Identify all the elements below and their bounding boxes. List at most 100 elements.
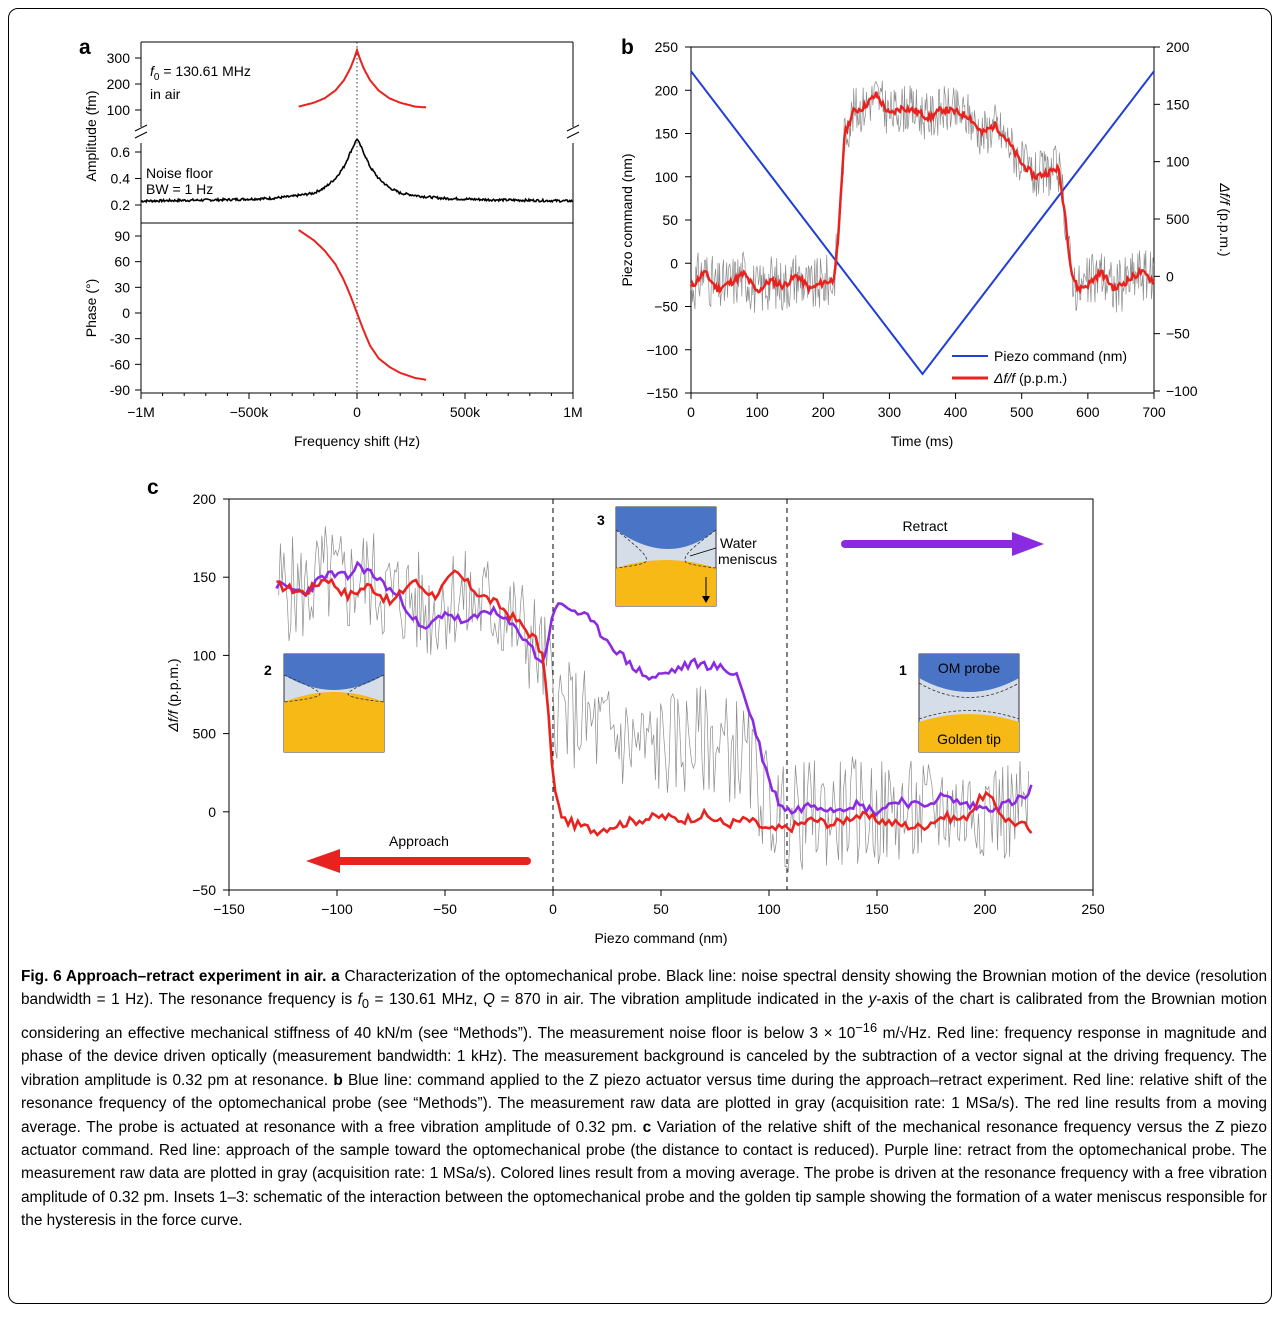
figure-canvas: a −1M −500k 0 500k 1M1002003000.20.40.6-90-6… xyxy=(79,36,1233,946)
panel-c-y-tick-label: 150 xyxy=(193,569,217,585)
panel-b-frame xyxy=(690,46,1155,394)
panel-c-x-tick-label: 0 xyxy=(549,901,557,917)
panel-c-y-tick-label: 500 xyxy=(193,726,217,742)
panel-c-x-axis-title: Piezo command (nm) xyxy=(594,930,727,946)
panel-b-y-tick-label: −50 xyxy=(654,299,678,315)
caption-a-exp: −16 xyxy=(855,1019,878,1035)
panel-a-letter: a xyxy=(79,36,91,59)
panel-b-y-tick-label: 50 xyxy=(662,212,678,228)
panel-c-raw-data xyxy=(278,526,1029,873)
panel-b-x-tick-label: 600 xyxy=(1076,404,1100,420)
panel-a-x-tick-label: −500k xyxy=(230,404,270,420)
caption-b-label: b xyxy=(333,1071,343,1089)
panel-c-x-tick-label: 150 xyxy=(865,901,889,917)
panel-a-bandwidth-label: BW = 1 Hz xyxy=(146,181,213,197)
inset-1-probe xyxy=(919,654,1019,692)
caption-a-q: Q xyxy=(482,991,495,1009)
caption-b-text: Blue line: command applied to the Z piez… xyxy=(21,1071,1268,1136)
panel-a-noise-floor-label: Noise floor xyxy=(146,165,213,181)
panel-b-right-tick-label: 150 xyxy=(1166,96,1190,112)
caption-a-f0: f xyxy=(357,991,362,1009)
panel-b-legend: Piezo command (nm) Δf/f (p.p.m.) xyxy=(952,348,1127,386)
panel-a-phase-tick-label: 0 xyxy=(122,305,130,321)
panel-c-x-tick-label: −150 xyxy=(213,901,245,917)
inset-1-tip-label: Golden tip xyxy=(937,731,1001,747)
approach-label: Approach xyxy=(389,833,449,849)
inset-2-tip xyxy=(284,692,384,752)
caption-a-text-5: m/√Hz. Red line: frequency response in m… xyxy=(21,1025,1267,1089)
panel-a-phase-tick-label: -60 xyxy=(110,356,130,372)
caption-a-f0-sub: 0 xyxy=(361,996,370,1012)
panel-a-x-axis-title: Frequency shift (Hz) xyxy=(294,433,420,449)
legend-dff-label: Δf/f (p.p.m.) xyxy=(993,370,1067,386)
panel-c-chart: −150 −100 −50 0 50 100 150 200 250 −50 0 500 100 150 2… xyxy=(165,491,1105,946)
panel-b-y-tick-label: 200 xyxy=(655,82,679,98)
panel-b-right-tick-label: 200 xyxy=(1166,39,1190,55)
panel-a-noise-tick-label: 0.6 xyxy=(111,144,131,160)
panel-b-right-tick-label: −50 xyxy=(1166,326,1190,342)
panel-b-chart: 0 100 200 300 400 500 600 700 −150 −100 −50 0 50 100 1… xyxy=(619,39,1233,449)
caption-a-y: y xyxy=(868,991,877,1009)
panel-a-f0-annotation: f0 = 130.61 MHz xyxy=(150,63,251,83)
panel-a-noise-tick-label: 0.4 xyxy=(111,171,131,187)
inset-3-label-water: Water xyxy=(720,535,757,551)
caption-a-text-1: Characterization of the optomechanical p… xyxy=(21,968,1268,1009)
inset-1-number: 1 xyxy=(899,662,907,678)
inset-3-probe xyxy=(616,507,716,549)
approach-arrow-head xyxy=(306,849,340,873)
panel-a-x-tick-label: −1M xyxy=(127,404,155,420)
panel-b-right-tick-label: 500 xyxy=(1166,211,1190,227)
panel-c-x-tick-label: 250 xyxy=(1081,901,1105,917)
panel-a-phase-tick-label: 30 xyxy=(114,279,130,295)
inset-1: 1 OM probe Golden tip xyxy=(899,653,1020,753)
panel-a-ticks: −1M −500k 0 500k 1M1002003000.20.40.6-90-60-… xyxy=(107,50,583,420)
retract-arrow xyxy=(841,532,1044,556)
panel-b-lines xyxy=(689,70,1156,376)
retract-arrow-head xyxy=(1012,532,1044,556)
panel-c-x-tick-label: 200 xyxy=(973,901,997,917)
panel-a-in-air-annotation: in air xyxy=(150,86,181,102)
inset-3-motion-arrowhead xyxy=(702,596,710,603)
panel-b-dff-line xyxy=(689,91,1156,295)
inset-3: 3 Water meniscus xyxy=(597,506,777,607)
inset-2-meniscus xyxy=(283,674,385,703)
panel-b-x-tick-label: 300 xyxy=(878,404,902,420)
caption-a-text-2: = 130.61 MHz, xyxy=(369,991,483,1009)
legend-piezo-label: Piezo command (nm) xyxy=(994,348,1127,364)
panel-c-ticks: −150 −100 −50 0 50 100 150 200 250 −50 0 500 100 150 2… xyxy=(192,491,1105,917)
panel-a-amplitude-axis-title: Amplitude (fm) xyxy=(83,90,99,181)
inset-2: 2 xyxy=(264,653,385,753)
panel-b-letter: b xyxy=(621,36,634,59)
panel-a-red-phase-line xyxy=(298,229,427,381)
retract-label: Retract xyxy=(902,518,947,534)
panel-c-retract-line xyxy=(275,560,1033,818)
panel-a-left-axis-break xyxy=(134,124,148,139)
panel-a-chart: −1M −500k 0 500k 1M1002003000.20.40.6-90-60-… xyxy=(83,41,583,449)
figure-frame xyxy=(8,8,1272,1304)
panel-c-y-tick-label: 100 xyxy=(193,647,217,663)
inset-1-water-film xyxy=(918,682,1020,720)
panel-c-y-tick-label: −50 xyxy=(192,882,216,898)
panel-a-phase-tick-label: 60 xyxy=(114,254,130,270)
panel-b-ticks: 0 100 200 300 400 500 600 700 −150 −100 −50 0 50 100 1… xyxy=(646,39,1197,420)
inset-1-probe-label: OM probe xyxy=(938,660,1000,676)
inset-2-number: 2 xyxy=(264,662,272,678)
inset-3-meniscus xyxy=(615,529,717,569)
panel-c-x-tick-label: 50 xyxy=(653,901,669,917)
panel-b-x-tick-label: 500 xyxy=(1010,404,1034,420)
panel-b-raw-data xyxy=(690,80,1155,313)
panel-c-y-tick-label: 0 xyxy=(208,804,216,820)
panel-c-x-tick-label: −100 xyxy=(321,901,353,917)
panel-c-y-tick-label: 200 xyxy=(193,491,217,507)
panel-b-left-axis-title: Piezo command (nm) xyxy=(619,153,635,286)
panel-b-y-tick-label: −100 xyxy=(646,342,678,358)
panel-a-amp-tick-label: 300 xyxy=(107,50,131,66)
caption-a-text-4: -axis of the chart is calibrated from th… xyxy=(21,991,1267,1043)
panel-a-noise-tick-label: 0.2 xyxy=(111,197,131,213)
approach-arrow xyxy=(306,849,531,873)
inset-1-tip xyxy=(919,714,1019,752)
panel-b-right-tick-label: 0 xyxy=(1166,268,1174,284)
panel-c-approach-line xyxy=(276,569,1033,837)
caption-c-label: c xyxy=(642,1118,652,1136)
panel-b-x-tick-label: 200 xyxy=(812,404,836,420)
